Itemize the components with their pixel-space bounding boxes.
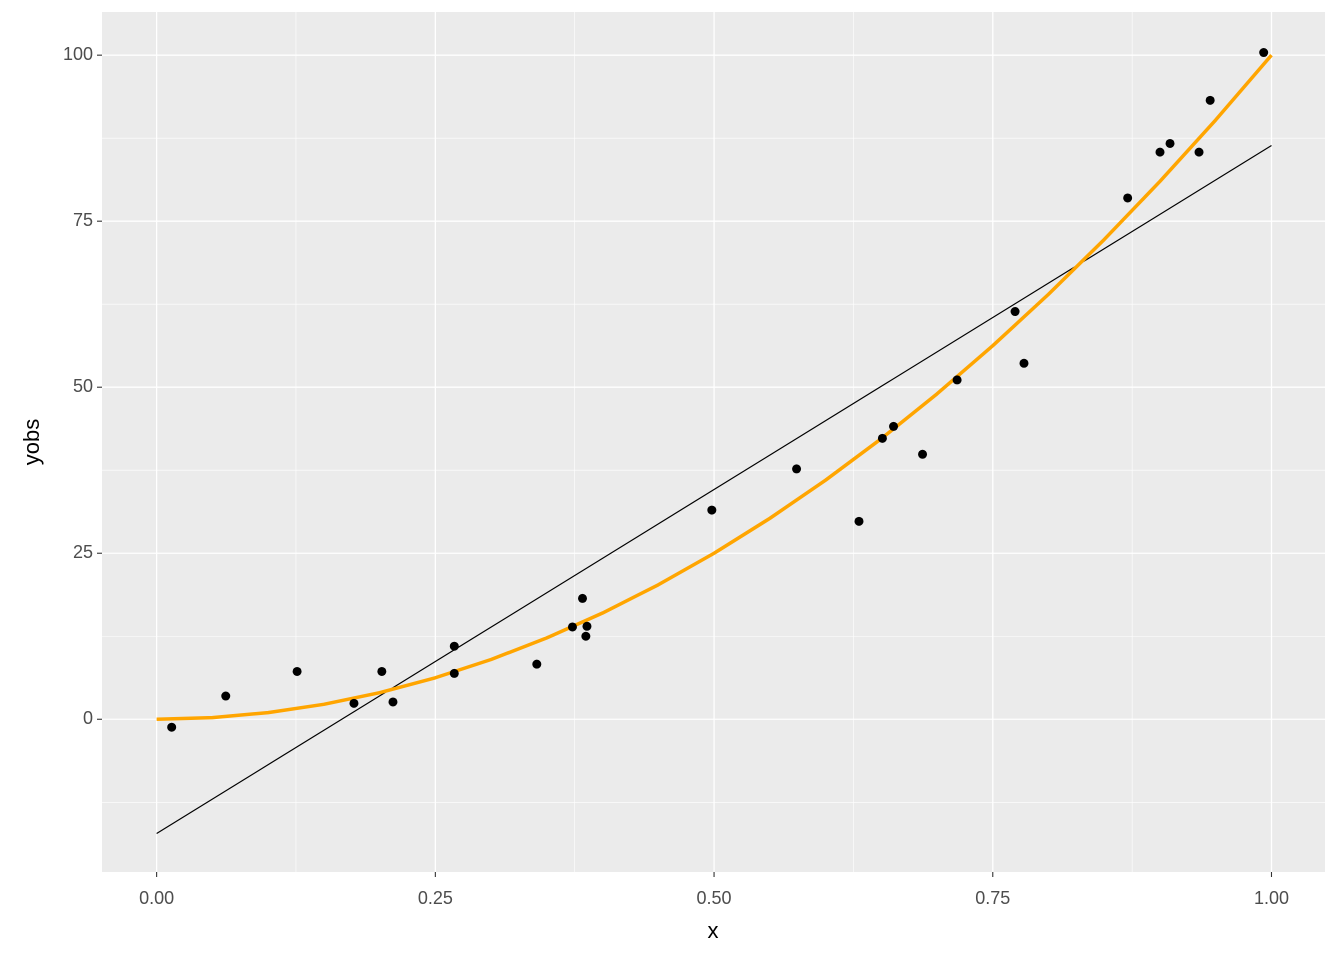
point xyxy=(1205,95,1215,105)
x-tick-label: 0.25 xyxy=(418,888,453,908)
x-tick-label: 1.00 xyxy=(1254,888,1289,908)
point xyxy=(1019,358,1029,368)
point xyxy=(377,666,387,676)
point xyxy=(854,516,864,526)
point xyxy=(877,433,887,443)
point xyxy=(167,722,177,732)
point xyxy=(581,631,591,641)
point xyxy=(952,375,962,385)
point xyxy=(292,666,302,676)
point xyxy=(792,464,802,474)
point xyxy=(1165,138,1175,148)
point xyxy=(449,668,459,678)
point xyxy=(1010,307,1020,317)
point xyxy=(1155,147,1165,157)
point xyxy=(532,659,542,669)
point xyxy=(1123,193,1133,203)
x-axis-title: x xyxy=(708,918,719,943)
point xyxy=(388,697,398,707)
point xyxy=(707,505,717,515)
x-tick-label: 0.75 xyxy=(975,888,1010,908)
point xyxy=(918,449,928,459)
y-axis-title: yobs xyxy=(19,419,44,465)
y-tick-label: 0 xyxy=(83,708,93,728)
point xyxy=(1194,147,1204,157)
x-tick-label: 0.50 xyxy=(697,888,732,908)
y-tick-label: 100 xyxy=(63,44,93,64)
y-tick-label: 75 xyxy=(73,210,93,230)
point xyxy=(221,691,231,701)
point xyxy=(349,698,359,708)
point xyxy=(578,593,588,603)
point xyxy=(1259,48,1269,58)
point xyxy=(889,421,899,431)
point xyxy=(449,641,459,651)
fit-line xyxy=(156,54,1273,722)
y-tick-label: 50 xyxy=(73,376,93,396)
y-tick-label: 25 xyxy=(73,542,93,562)
point xyxy=(567,622,577,632)
point xyxy=(582,621,592,631)
x-tick-label: 0.00 xyxy=(139,888,174,908)
